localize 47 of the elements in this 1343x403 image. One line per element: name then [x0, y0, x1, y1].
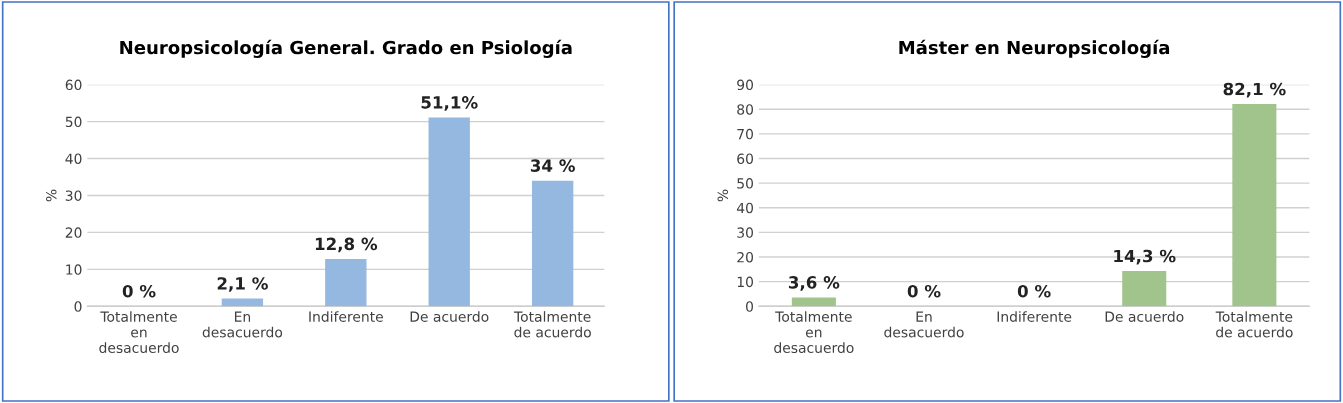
data-label: 12,8 %: [315, 237, 378, 253]
bar: [1232, 104, 1277, 307]
y-tick-label: 80: [737, 104, 754, 115]
y-tick-label: 40: [65, 153, 82, 164]
y-tick-label: 20: [65, 227, 82, 238]
y-axis-title: %: [717, 189, 729, 202]
y-tick-label: 50: [65, 116, 82, 128]
x-tick-label: En desacuerdo: [202, 311, 283, 338]
y-tick-label: 70: [737, 128, 754, 140]
y-tick-label: 0: [74, 301, 82, 312]
data-label: 34 %: [530, 159, 575, 172]
bar: [1122, 271, 1167, 307]
y-tick-label: 10: [737, 276, 754, 288]
x-tick-label: Totalmente de acuerdo: [513, 311, 591, 338]
x-tick-label: En desacuerdo: [884, 311, 964, 338]
data-label: 0 %: [122, 284, 156, 298]
data-label: 0 %: [907, 284, 941, 298]
y-tick-label: 0: [746, 301, 754, 312]
x-tick-label: Totalmente de acuerdo: [1215, 311, 1293, 338]
bar: [791, 297, 836, 307]
x-tick-label: De acuerdo: [1105, 311, 1184, 322]
y-tick-label: 50: [737, 178, 754, 189]
x-tick-label: Totalmente en desacuerdo: [99, 311, 179, 353]
x-tick-label: Totalmente en desacuerdo: [774, 311, 854, 353]
y-axis-title: %: [46, 189, 57, 202]
data-label: 0 %: [1017, 284, 1051, 298]
y-tick-label: 10: [66, 264, 82, 275]
data-label: 82,1 %: [1223, 82, 1286, 98]
y-tick-label: 20: [737, 251, 754, 263]
y-tick-label: 90: [737, 79, 754, 91]
bar: [325, 258, 367, 307]
x-tick-label: Indiferente: [309, 311, 383, 322]
y-tick-label: 30: [65, 190, 82, 201]
y-tick-label: 30: [737, 227, 754, 238]
bar: [428, 117, 470, 307]
data-label: 51,1%: [421, 96, 478, 111]
y-tick-label: 40: [736, 202, 754, 214]
data-label: 2,1 %: [217, 277, 268, 292]
y-tick-label: 60: [65, 79, 82, 91]
x-tick-label: Indiferente: [997, 311, 1072, 322]
data-label: 3,6 %: [788, 276, 840, 291]
y-tick-label: 60: [737, 153, 754, 164]
chart-title: Máster en Neuropsicología: [899, 39, 1170, 58]
chart-title: Neuropsicología General. Grado en Psiología: [120, 39, 572, 58]
data-label: 14,3 %: [1114, 249, 1176, 265]
x-tick-label: De acuerdo: [410, 311, 489, 322]
bar: [531, 180, 574, 307]
